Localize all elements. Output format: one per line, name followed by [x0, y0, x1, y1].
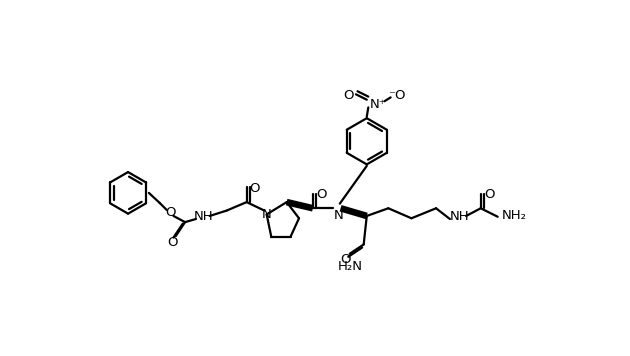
Text: NH₂: NH₂: [502, 209, 527, 222]
Text: NH: NH: [449, 210, 469, 223]
Text: O: O: [165, 206, 176, 219]
Text: H₂N: H₂N: [337, 260, 362, 273]
Text: ⁻O: ⁻O: [388, 89, 406, 101]
Text: O: O: [340, 253, 350, 266]
Text: O: O: [316, 188, 326, 201]
Text: NH: NH: [193, 210, 214, 223]
Text: N⁺: N⁺: [370, 98, 387, 111]
Text: N: N: [262, 208, 272, 221]
Text: O: O: [484, 188, 495, 201]
Text: O: O: [249, 182, 260, 195]
Text: O: O: [343, 89, 353, 101]
Text: O: O: [168, 236, 178, 248]
Text: N: N: [333, 209, 343, 222]
